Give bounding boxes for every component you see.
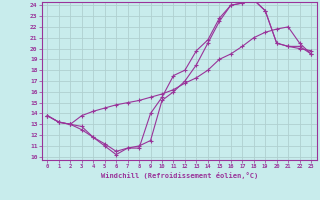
X-axis label: Windchill (Refroidissement éolien,°C): Windchill (Refroidissement éolien,°C) bbox=[100, 172, 258, 179]
